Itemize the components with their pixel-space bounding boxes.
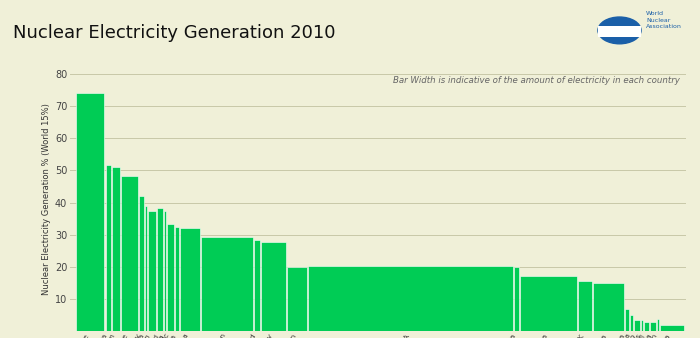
Bar (175, 227, 178, 331)
Bar (659, 325, 684, 331)
Bar (106, 165, 111, 331)
Circle shape (598, 17, 641, 44)
Bar (657, 319, 659, 331)
FancyBboxPatch shape (598, 26, 641, 37)
Bar (164, 211, 166, 331)
Bar (641, 320, 643, 331)
Bar (644, 322, 648, 331)
Bar (157, 208, 163, 331)
Bar (634, 320, 640, 331)
Bar (167, 224, 174, 331)
Bar (112, 167, 120, 331)
Text: Bar Width is indicative of the amount of electricity in each country: Bar Width is indicative of the amount of… (393, 75, 680, 84)
Y-axis label: Nuclear Electricity Generation % (World 15%): Nuclear Electricity Generation % (World … (42, 103, 50, 295)
Bar (308, 266, 513, 331)
Bar (146, 207, 147, 331)
Bar (120, 176, 137, 331)
Text: Nuclear Electricity Generation 2010: Nuclear Electricity Generation 2010 (13, 24, 335, 43)
Bar (624, 309, 629, 331)
Text: World
Nuclear
Association: World Nuclear Association (646, 11, 682, 29)
Bar (288, 267, 307, 331)
Bar (180, 228, 200, 331)
Bar (593, 283, 624, 331)
Bar (631, 315, 634, 331)
Bar (578, 281, 592, 331)
Bar (139, 196, 144, 331)
Bar (650, 322, 656, 331)
Bar (520, 276, 577, 331)
Bar (514, 267, 519, 331)
Bar (253, 240, 260, 331)
Bar (261, 242, 286, 331)
Bar (76, 93, 104, 331)
Bar (202, 237, 253, 331)
Bar (148, 211, 155, 331)
